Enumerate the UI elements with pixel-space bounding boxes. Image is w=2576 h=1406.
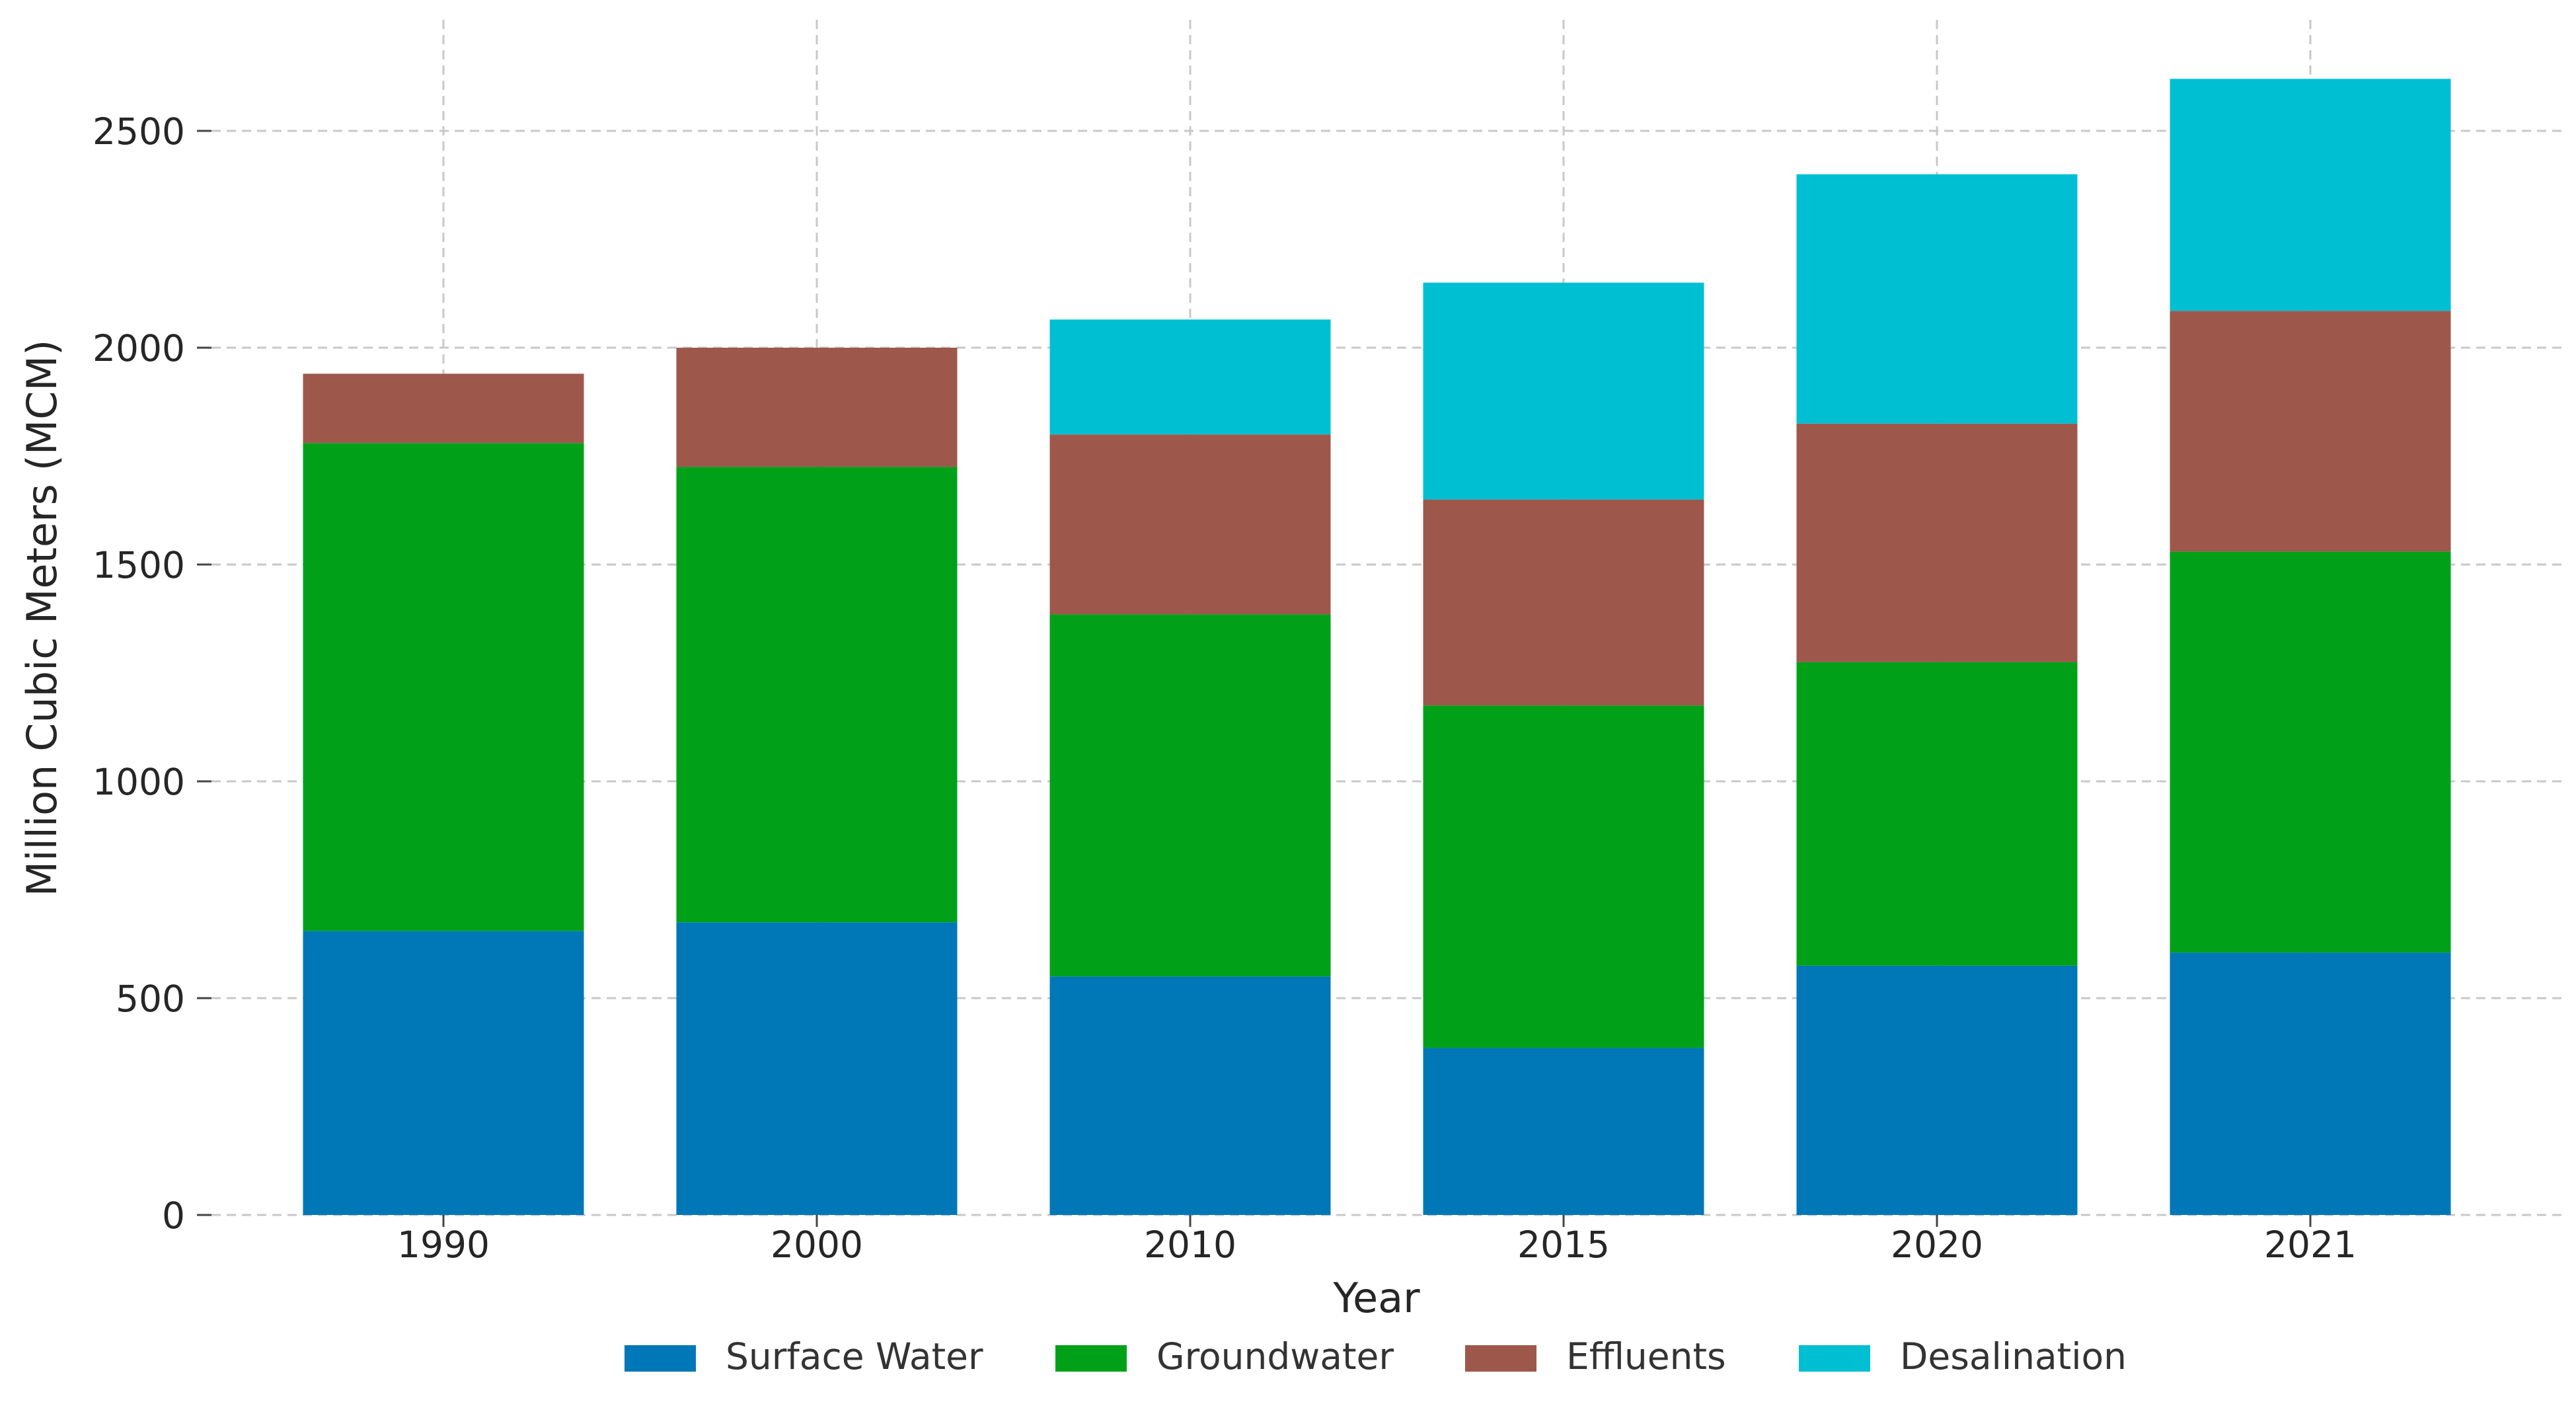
x-axis-title: Year xyxy=(1332,1274,1420,1322)
x-tick-label-2021: 2021 xyxy=(2264,1224,2357,1266)
x-tick-label-2000: 2000 xyxy=(771,1224,863,1266)
legend-label-effluents: Effluents xyxy=(1566,1335,1726,1378)
bar-segment-surface-water-2010 xyxy=(1049,976,1331,1215)
bar-segment-surface-water-2021 xyxy=(2170,953,2451,1215)
legend-swatch-groundwater xyxy=(1055,1345,1127,1372)
bar-segment-groundwater-2000 xyxy=(676,467,958,923)
axes-layer: 0 500 1000 1500 2000 2500 1990 2000 2010 2015 2020… xyxy=(93,110,2357,1266)
y-tick-label: 2000 xyxy=(93,327,185,370)
bar-segment-groundwater-2020 xyxy=(1796,662,2078,966)
legend: Surface Water Groundwater Effluents Desalin… xyxy=(625,1335,2127,1378)
legend-swatch-desalination xyxy=(1799,1345,1870,1372)
bars-layer xyxy=(303,79,2451,1215)
y-tick-label: 500 xyxy=(116,978,185,1020)
legend-swatch-surface-water xyxy=(625,1345,696,1372)
bar-segment-groundwater-1990 xyxy=(303,443,584,931)
bar-segment-effluents-2000 xyxy=(676,348,958,467)
bar-segment-desalination-2015 xyxy=(1423,282,1704,500)
bar-segment-desalination-2021 xyxy=(2170,79,2451,311)
y-tick-label: 0 xyxy=(162,1194,185,1237)
bar-segment-effluents-2021 xyxy=(2170,311,2451,552)
bar-segment-effluents-2010 xyxy=(1049,434,1331,615)
y-tick-label: 1500 xyxy=(93,544,185,586)
bar-segment-desalination-2020 xyxy=(1796,174,2078,424)
y-tick-label: 1000 xyxy=(93,761,185,803)
y-axis-title: Million Cubic Meters (MCM) xyxy=(18,340,66,897)
bar-segment-desalination-2010 xyxy=(1049,319,1331,435)
x-tick-label-2015: 2015 xyxy=(1517,1224,1610,1266)
bar-segment-effluents-1990 xyxy=(303,373,584,444)
bar-segment-groundwater-2010 xyxy=(1049,614,1331,977)
legend-swatch-effluents xyxy=(1465,1345,1536,1372)
x-tick-label-2020: 2020 xyxy=(1891,1224,1983,1266)
bar-segment-effluents-2015 xyxy=(1423,499,1704,706)
legend-label-groundwater: Groundwater xyxy=(1156,1335,1394,1378)
bar-segment-surface-water-2015 xyxy=(1423,1048,1704,1215)
legend-label-surface-water: Surface Water xyxy=(726,1335,983,1378)
x-tick-label-1990: 1990 xyxy=(397,1224,490,1266)
bar-segment-surface-water-2000 xyxy=(676,922,958,1215)
bar-segment-groundwater-2021 xyxy=(2170,551,2451,953)
legend-label-desalination: Desalination xyxy=(1900,1335,2127,1378)
bar-segment-effluents-2020 xyxy=(1796,423,2078,662)
bar-segment-groundwater-2015 xyxy=(1423,705,1704,1048)
x-tick-label-2010: 2010 xyxy=(1144,1224,1236,1266)
bar-segment-surface-water-2020 xyxy=(1796,965,2078,1215)
y-tick-label: 2500 xyxy=(93,110,185,153)
bar-segment-surface-water-1990 xyxy=(303,931,584,1215)
